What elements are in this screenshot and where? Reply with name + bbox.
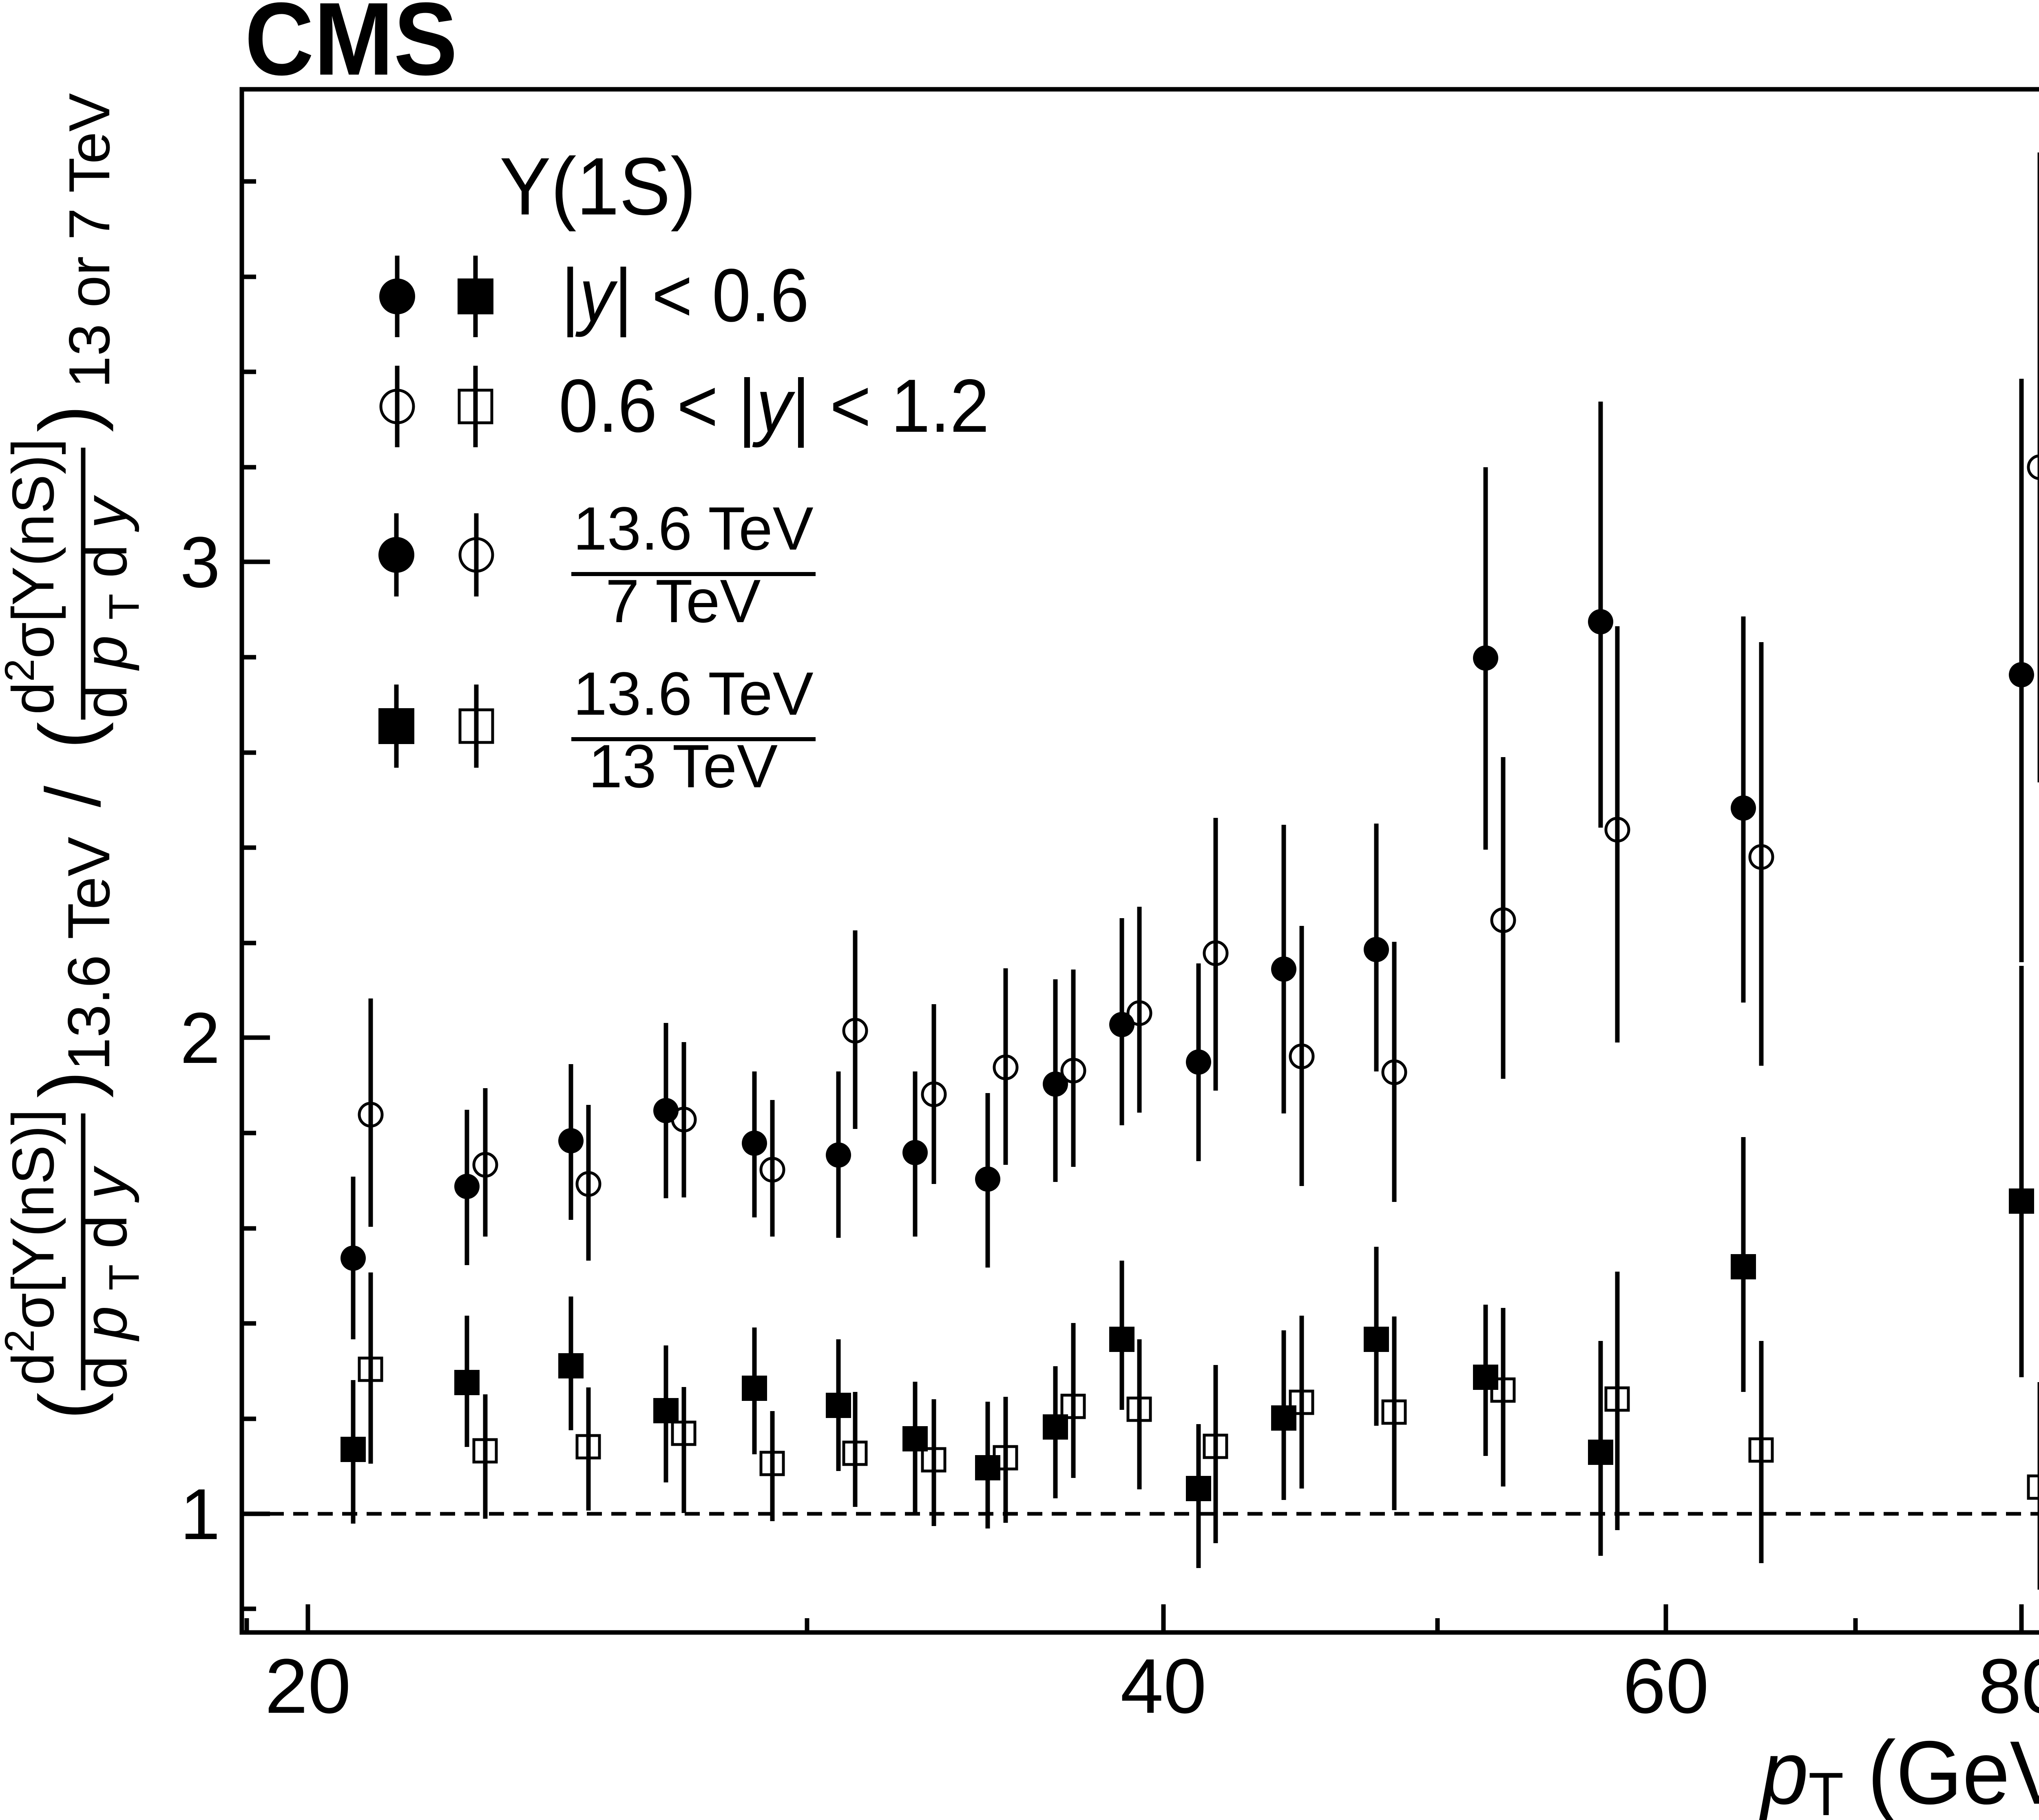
- svg-text:13.6 TeV: 13.6 TeV: [55, 837, 122, 1071]
- svg-text:): ): [23, 1071, 114, 1098]
- svg-text:80: 80: [1978, 1643, 2039, 1729]
- svg-text:CMS: CMS: [245, 0, 458, 97]
- svg-text:dpTdy: dpTdy: [71, 1153, 148, 1389]
- svg-text:2: 2: [180, 998, 220, 1078]
- svg-text:13 or 7 TeV: 13 or 7 TeV: [57, 93, 122, 388]
- svg-text:(: (: [23, 722, 114, 749]
- svg-text:20: 20: [265, 1643, 351, 1729]
- svg-text:13.6 TeV: 13.6 TeV: [573, 659, 813, 728]
- svg-text:|y| < 0.6: |y| < 0.6: [561, 254, 809, 338]
- svg-text:(: (: [23, 1392, 114, 1420]
- svg-text:/: /: [30, 786, 117, 807]
- svg-text:Y(1S): Y(1S): [500, 141, 696, 232]
- svg-text:40: 40: [1120, 1643, 1206, 1729]
- svg-text:pT (GeV): pT (GeV): [1758, 1722, 2039, 1820]
- svg-text:0.6 < |y| < 1.2: 0.6 < |y| < 1.2: [559, 364, 989, 448]
- svg-text:d2σ[Y(nS)]: d2σ[Y(nS)]: [0, 438, 66, 715]
- svg-text:60: 60: [1623, 1643, 1709, 1729]
- svg-text:): ): [23, 405, 114, 432]
- svg-text:13 TeV: 13 TeV: [588, 732, 778, 800]
- svg-text:7 TeV: 7 TeV: [606, 567, 761, 635]
- svg-text:13.6 TeV: 13.6 TeV: [573, 494, 813, 563]
- svg-text:1: 1: [180, 1474, 220, 1555]
- svg-text:3: 3: [180, 522, 220, 603]
